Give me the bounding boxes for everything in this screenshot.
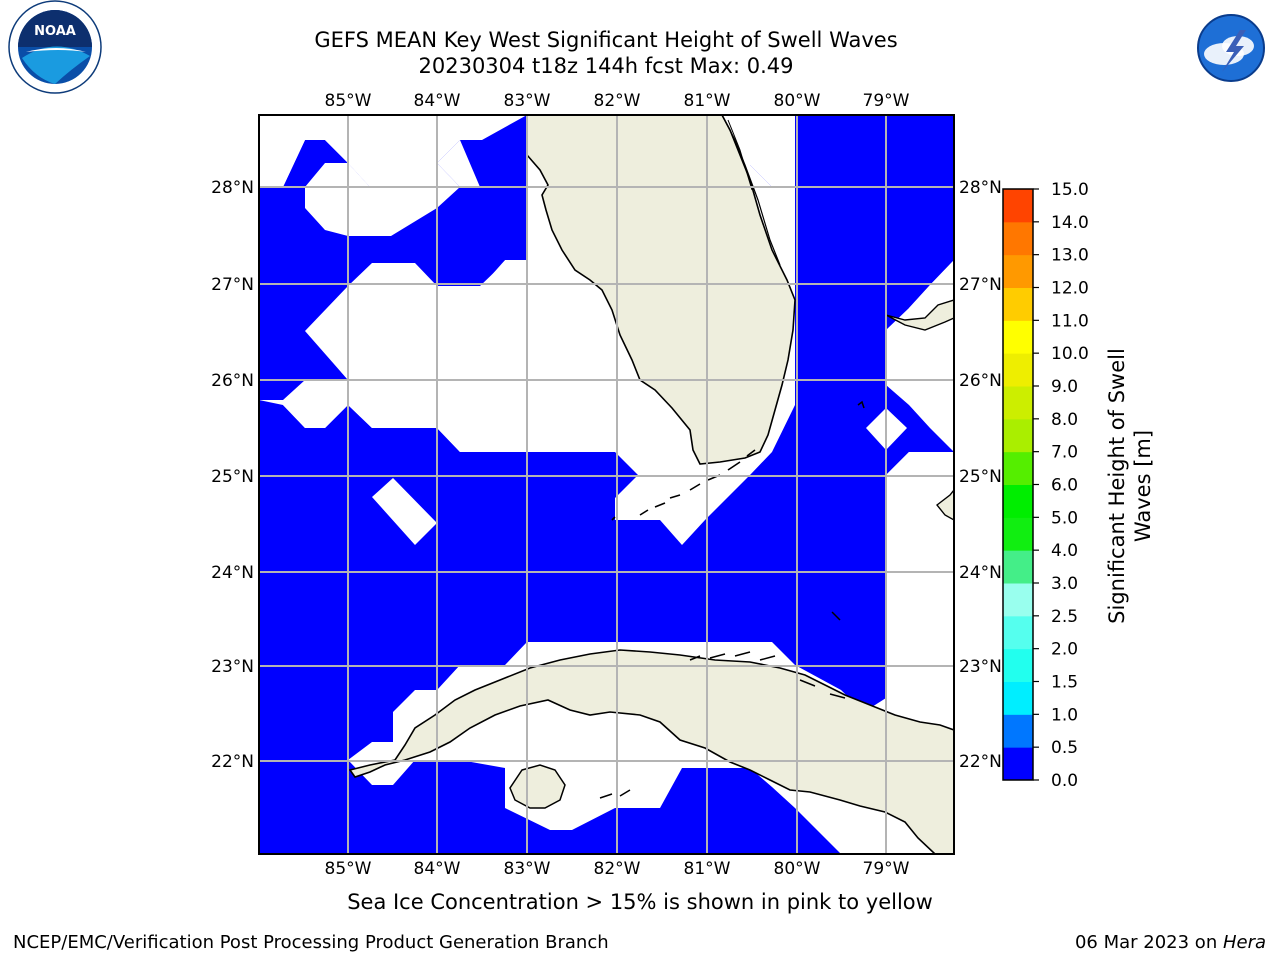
colorbar-segment [1003,615,1033,650]
colorbar-segment [1003,550,1033,584]
colorbar-tick-label: 13.0 [1051,246,1089,266]
nws-logo-icon [1183,0,1279,96]
lon-label: 80°W [774,859,821,879]
lat-label: 28°N [211,178,254,198]
colorbar-segment [1003,221,1033,256]
colorbar-segment [1003,418,1033,453]
lon-label: 84°W [414,91,461,111]
chart-subtitle: 20230304 t18z 144h fcst Max: 0.49 [418,54,794,78]
lon-label: 81°W [684,859,731,879]
lat-label: 23°N [211,657,254,677]
colorbar-segment [1003,648,1033,682]
colorbar-segment [1003,583,1033,617]
colorbar-tick-label: 11.0 [1051,311,1089,331]
colorbar-tick-label: 3.0 [1051,574,1078,594]
colorbar-tick-label: 0.0 [1051,771,1078,791]
footer-credit: NCEP/EMC/Verification Post Processing Pr… [13,932,609,953]
map-frame [258,114,955,855]
lat-label: 25°N [211,467,254,487]
lat-label: 27°N [211,275,254,295]
colorbar-segment [1003,517,1033,551]
lat-label: 26°N [211,371,254,391]
colorbar-tick-label: 2.5 [1051,607,1078,627]
colorbar-ticks: 0.0 0.5 1.0 1.5 2.0 2.5 3.0 4.0 5.0 6.0 7.0 8.0 9.0 1… [1033,180,1089,791]
lat-label: 25°N [959,467,1002,487]
lon-label: 85°W [325,91,372,111]
lon-labels-bottom: 85°W 84°W 83°W 82°W 81°W 80°W 79°W [325,859,910,879]
colorbar-tick-label: 1.5 [1051,673,1078,693]
lon-label: 79°W [863,859,910,879]
lat-label: 24°N [959,563,1002,583]
footer-date-text: 06 Mar 2023 on [1074,932,1223,953]
lon-label: 85°W [325,859,372,879]
colorbar-segment [1003,386,1033,420]
footer-date: 06 Mar 2023 on Hera [1075,932,1266,953]
lat-label: 27°N [959,275,1002,295]
lon-label: 79°W [863,91,910,111]
sea-ice-note: Sea Ice Concentration > 15% is shown in … [347,890,933,914]
colorbar-segment [1003,484,1033,518]
lat-label: 26°N [959,371,1002,391]
lon-label: 83°W [504,91,551,111]
colorbar-segment [1003,747,1033,781]
lon-label: 82°W [594,91,641,111]
lat-label: 24°N [211,563,254,583]
florida-land [526,115,796,465]
isla-juventud-land [509,764,566,809]
lat-label: 28°N [959,178,1002,198]
colorbar-label-line2: Waves [m] [1131,430,1155,542]
colorbar-tick-label: 14.0 [1051,213,1089,233]
map-gridlines [259,115,954,854]
lat-label: 23°N [959,657,1002,677]
colorbar-segment [1003,320,1033,354]
noaa-logo-icon: NOAA [8,0,102,94]
colorbar-tick-label: 0.5 [1051,738,1078,758]
lon-label: 84°W [414,859,461,879]
chart-title: GEFS MEAN Key West Significant Height of… [314,28,898,52]
colorbar-tick-label: 7.0 [1051,443,1078,463]
colorbar-tick-label: 1.0 [1051,705,1078,725]
lat-labels-left: 28°N 27°N 26°N 25°N 24°N 23°N 22°N [211,178,254,772]
lon-label: 83°W [504,859,551,879]
colorbar-segment [1003,287,1033,321]
colorbar-tick-label: 10.0 [1051,344,1089,364]
colorbar-segment [1003,451,1033,485]
colorbar-tick-label: 6.0 [1051,476,1078,496]
lon-label: 80°W [774,91,821,111]
colorbar-tick-label: 4.0 [1051,541,1078,561]
colorbar-segment [1003,714,1033,748]
footer-machine: Hera [1222,932,1266,953]
lat-labels-right: 28°N 27°N 26°N 25°N 24°N 23°N 22°N [959,178,1002,772]
colorbar-segment [1003,681,1033,715]
colorbar-tick-label: 12.0 [1051,279,1089,299]
colorbar-label-line1: Significant Height of Swell [1105,348,1129,624]
colorbar-segment [1003,254,1033,288]
lon-label: 81°W [684,91,731,111]
colorbar-tick-label: 2.0 [1051,640,1078,660]
lon-label: 82°W [594,859,641,879]
svg-text:NOAA: NOAA [34,24,76,39]
colorbar-segment [1003,189,1033,223]
colorbar-segment [1003,353,1033,387]
colorbar-tick-label: 8.0 [1051,410,1078,430]
lon-labels-top: 85°W 84°W 83°W 82°W 81°W 80°W 79°W [325,91,910,111]
colorbar [1002,188,1034,781]
colorbar-tick-label: 15.0 [1051,180,1089,200]
colorbar-tick-label: 5.0 [1051,508,1078,528]
colorbar-tick-label: 9.0 [1051,377,1078,397]
lat-label: 22°N [959,752,1002,772]
lat-label: 22°N [211,752,254,772]
